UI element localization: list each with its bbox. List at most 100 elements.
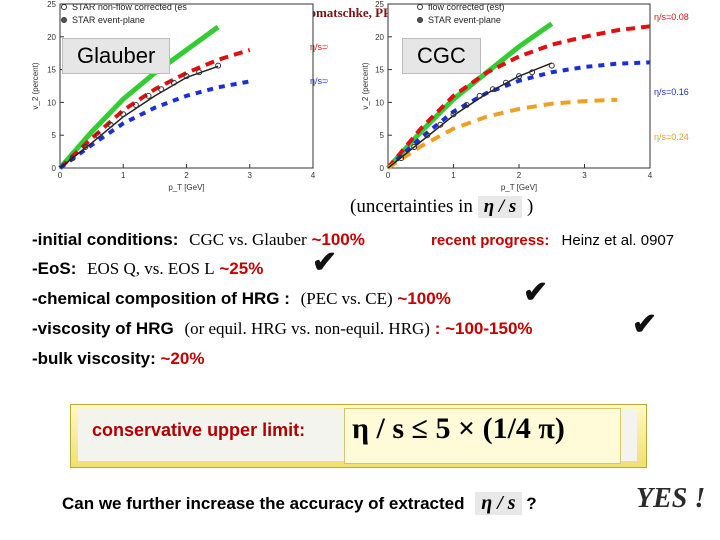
series-line-blue-dash bbox=[58, 79, 251, 170]
recent-progress-label: recent progress: bbox=[431, 232, 550, 249]
x-axis-label: p_T [GeV] bbox=[501, 183, 537, 192]
uncertainties-suffix: ) bbox=[527, 196, 534, 217]
eta-annotation: η/s=0.08 bbox=[654, 12, 689, 22]
x-tick-label: 4 bbox=[648, 171, 653, 180]
eta-over-s-symbol: η / s bbox=[475, 492, 522, 515]
eta-annotation: η/s=0.16 bbox=[310, 76, 328, 86]
line-pct: : ~100-150% bbox=[434, 319, 533, 338]
data-point bbox=[437, 121, 444, 128]
data-point bbox=[398, 155, 405, 162]
legend-marker bbox=[417, 17, 423, 23]
y-tick-label: 5 bbox=[52, 131, 57, 140]
line-initial-conditions: -initial conditions: CGC vs. Glauber ~10… bbox=[32, 230, 365, 250]
data-point bbox=[489, 86, 496, 93]
data-point bbox=[183, 73, 190, 80]
y-tick-label: 25 bbox=[375, 0, 384, 9]
chart-glauber: 0 1 2 3 4 0 5 10 15 20 25 p_T [GeV] v_2 (percent) STA… bbox=[31, 0, 328, 192]
line-pct: ~100% bbox=[311, 230, 365, 249]
series-line-black-solid bbox=[387, 62, 553, 169]
series-line-red-dash bbox=[386, 24, 651, 170]
uncertainties-heading: (uncertainties in η / s ) bbox=[350, 196, 533, 218]
data-point bbox=[107, 121, 114, 128]
line-note: CGC vs. Glauber bbox=[189, 230, 307, 249]
plot-frame bbox=[387, 3, 651, 169]
panel-tag-cgc: CGC bbox=[402, 38, 481, 74]
data-point bbox=[502, 79, 509, 86]
data-point bbox=[94, 132, 101, 139]
data-point bbox=[196, 69, 203, 76]
eta-annotation: η/s=0.16 bbox=[654, 87, 689, 97]
yes-answer: YES ! bbox=[636, 483, 706, 514]
data-point bbox=[120, 111, 127, 118]
y-tick-label: 15 bbox=[375, 66, 384, 75]
x-tick-label: 0 bbox=[386, 171, 391, 180]
legend-marker bbox=[61, 17, 67, 23]
data-point bbox=[69, 155, 76, 162]
x-tick-label: 2 bbox=[184, 171, 189, 180]
legend-entry: flow corrected (est) bbox=[428, 2, 505, 12]
data-point bbox=[529, 69, 536, 76]
upper-limit-formula: η / s ≤ 5 × (1/4 π) bbox=[352, 412, 565, 445]
legend-entry: STAR non-flow corrected (es bbox=[72, 2, 187, 12]
eta-annotation: η/s=0.24 bbox=[654, 132, 689, 142]
x-tick-label: 3 bbox=[248, 171, 253, 180]
data-point bbox=[463, 102, 470, 109]
line-label: -initial conditions: bbox=[32, 230, 179, 249]
question-text: Can we further increase the accuracy of … bbox=[62, 494, 465, 513]
y-tick-label: 20 bbox=[375, 33, 384, 42]
y-tick-label: 10 bbox=[47, 98, 56, 107]
data-point bbox=[82, 144, 89, 151]
legend-marker bbox=[417, 4, 423, 10]
y-tick-label: 5 bbox=[380, 131, 385, 140]
data-point bbox=[158, 86, 165, 93]
line-label: -viscosity of HRG bbox=[32, 319, 174, 338]
check-mark-icon: ✔ bbox=[312, 246, 338, 279]
series-line-orange-dash bbox=[386, 97, 618, 170]
data-point bbox=[170, 79, 177, 86]
line-label: -bulk viscosity: bbox=[32, 349, 156, 368]
y-tick-label: 0 bbox=[380, 164, 385, 173]
recent-progress-note: Heinz et al. 0907 bbox=[561, 232, 675, 249]
chart-cgc: 0 1 2 3 4 0 5 10 15 20 25 p_T [GeV] v_2 (percent) flo… bbox=[361, 0, 689, 192]
x-tick-label: 1 bbox=[451, 171, 456, 180]
check-mark-icon: ✔ bbox=[632, 308, 658, 341]
x-tick-label: 3 bbox=[582, 171, 587, 180]
x-axis-label: p_T [GeV] bbox=[168, 183, 204, 192]
line-eos: -EoS: EOS Q, vs. EOS L ~25% bbox=[32, 259, 263, 279]
data-point bbox=[548, 62, 555, 69]
y-tick-label: 15 bbox=[47, 66, 56, 75]
data-point bbox=[450, 111, 457, 118]
uncertainties-prefix: (uncertainties in bbox=[350, 196, 473, 217]
y-tick-label: 10 bbox=[375, 98, 384, 107]
data-point bbox=[132, 102, 139, 109]
upper-limit-label: conservative upper limit: bbox=[92, 420, 306, 440]
eta-annotation: η/s=0.08 bbox=[310, 42, 328, 52]
series-line-green bbox=[386, 21, 554, 170]
line-pct: ~25% bbox=[219, 259, 264, 278]
upper-limit-formula-box bbox=[344, 408, 621, 464]
y-tick-label: 0 bbox=[52, 164, 57, 173]
line-chemical-composition: -chemical composition of HRG : (PEC vs. … bbox=[32, 289, 451, 309]
line-viscosity-hrg: -viscosity of HRG (or equil. HRG vs. non… bbox=[32, 319, 533, 339]
question-mark: ? bbox=[526, 494, 537, 513]
x-tick-label: 1 bbox=[121, 171, 126, 180]
line-pct: ~100% bbox=[397, 289, 451, 308]
data-point bbox=[476, 92, 483, 99]
line-note: EOS Q, vs. EOS L bbox=[87, 259, 215, 278]
data-point bbox=[145, 92, 152, 99]
x-tick-label: 2 bbox=[517, 171, 522, 180]
line-note: (PEC vs. CE) bbox=[300, 289, 393, 308]
data-point bbox=[215, 62, 222, 69]
line-label: -chemical composition of HRG : bbox=[32, 289, 290, 308]
x-tick-label: 0 bbox=[58, 171, 63, 180]
y-axis-label: v_2 (percent) bbox=[31, 62, 40, 109]
legend-entry: STAR event-plane bbox=[428, 15, 501, 25]
series-line-red-dash bbox=[58, 48, 251, 170]
line-pct: ~20% bbox=[160, 349, 205, 368]
plot-frame bbox=[59, 3, 314, 169]
data-point bbox=[516, 73, 522, 80]
y-tick-label: 20 bbox=[47, 33, 56, 42]
line-note: (or equil. HRG vs. non-equil. HRG) bbox=[184, 319, 430, 338]
series-line-blue-dash bbox=[386, 60, 651, 170]
data-point bbox=[411, 144, 418, 151]
